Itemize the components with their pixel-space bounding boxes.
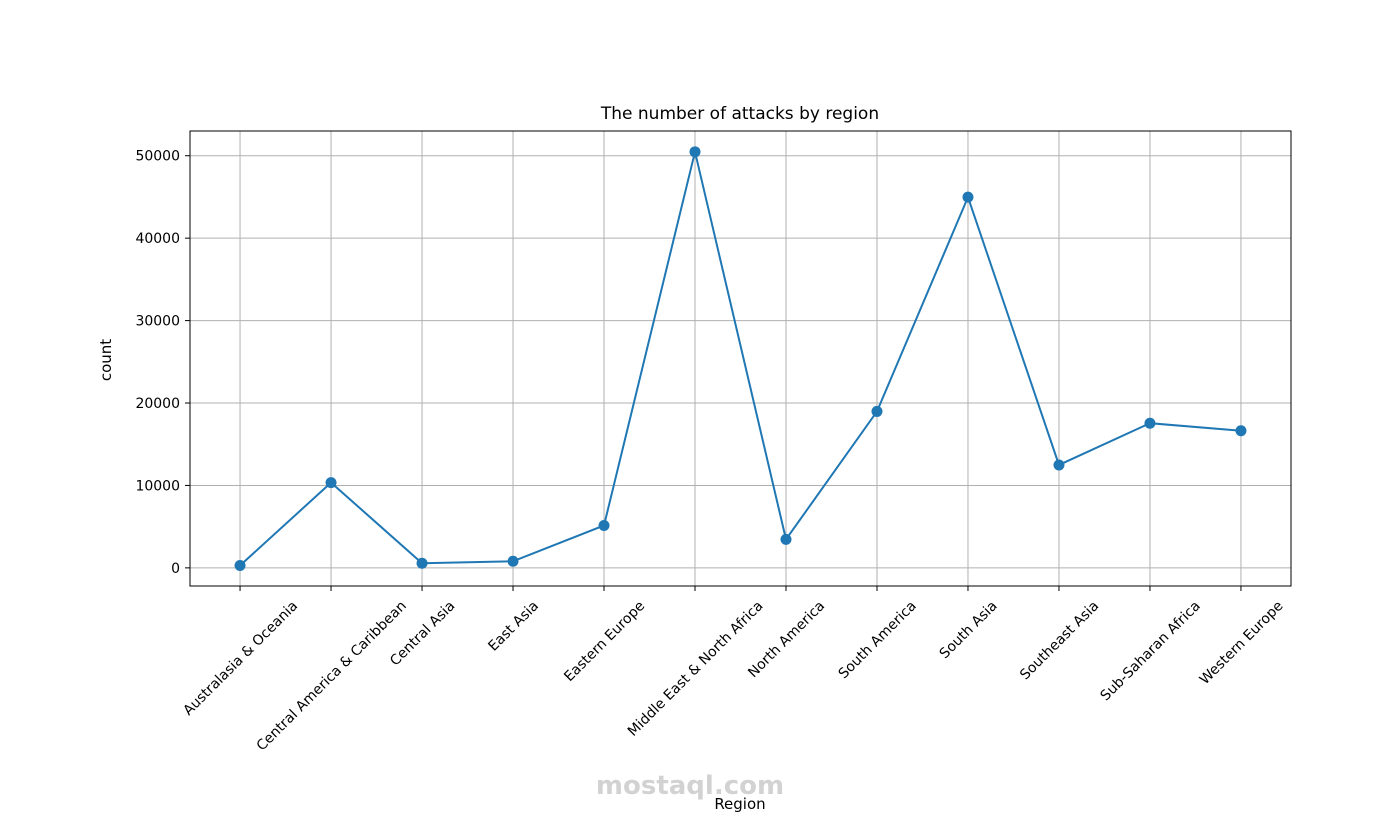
point: [1235, 425, 1247, 437]
point: [507, 555, 519, 567]
chart-title: The number of attacks by region: [600, 104, 879, 124]
x-tick-label: Eastern Europe: [561, 598, 648, 685]
y-tick-label: 50000: [135, 149, 180, 165]
x-axis-label: Region: [714, 795, 765, 813]
x-tick-label: South Asia: [937, 598, 1001, 662]
point: [1144, 417, 1156, 429]
watermark: mostaql.com: [596, 771, 784, 801]
y-tick-label: 40000: [135, 231, 180, 247]
point: [234, 560, 246, 572]
x-tick-label: South America: [836, 598, 920, 682]
point: [416, 557, 428, 569]
plot-frame: [189, 130, 1292, 587]
x-tick-label: Sub-Saharan Africa: [1098, 598, 1204, 704]
point: [689, 146, 701, 158]
line: [239, 151, 1242, 567]
y-tick-label: 20000: [135, 396, 180, 412]
y-tick-label: 0: [171, 561, 180, 577]
point: [780, 533, 792, 545]
y-tick-label: 30000: [135, 314, 180, 330]
x-tick-label: Southeast Asia: [1017, 598, 1102, 683]
y-axis-label: count: [97, 339, 115, 381]
point: [962, 191, 974, 203]
point: [325, 477, 337, 489]
y-tick-label: 10000: [135, 478, 180, 494]
x-tick-label: East Asia: [485, 598, 542, 655]
x-tick-label: Western Europe: [1197, 598, 1287, 688]
x-tick-label: Australasia & Oceania: [180, 598, 301, 719]
point: [1053, 459, 1065, 471]
point: [871, 405, 883, 417]
point: [598, 519, 610, 531]
